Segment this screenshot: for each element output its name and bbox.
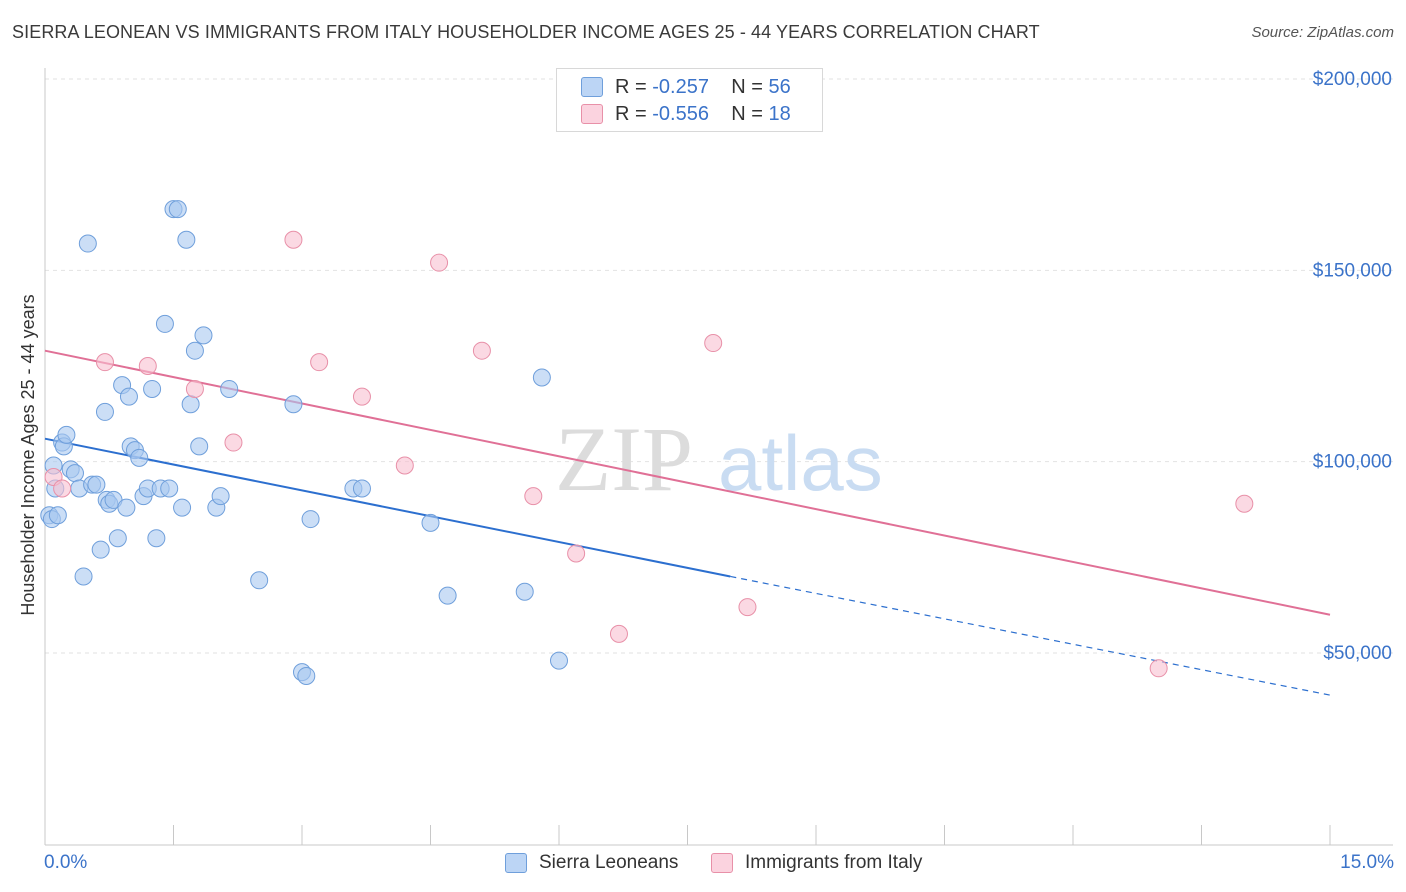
watermark-zip: ZIP	[555, 408, 693, 510]
trend-lines	[44, 349, 1331, 696]
chart-title: SIERRA LEONEAN VS IMMIGRANTS FROM ITALY …	[12, 22, 1040, 42]
data-point	[119, 387, 138, 406]
data-point	[173, 498, 192, 517]
data-point	[181, 395, 200, 414]
data-point	[53, 479, 72, 498]
trend-line-extension-0	[730, 575, 1331, 696]
data-point	[95, 402, 114, 421]
data-point	[567, 544, 586, 563]
data-point	[284, 395, 303, 414]
data-point	[108, 529, 127, 548]
data-point	[250, 571, 269, 590]
legend-label: Immigrants from Italy	[745, 852, 923, 873]
trend-line-0	[44, 437, 731, 578]
legend-swatch-pink	[711, 853, 733, 873]
data-point	[284, 230, 303, 249]
data-point	[48, 506, 67, 525]
data-point	[74, 567, 93, 586]
legend-swatch-pink	[581, 104, 603, 124]
n-label: N =	[731, 102, 769, 125]
data-point	[310, 353, 329, 372]
data-point	[738, 598, 757, 617]
data-point	[155, 314, 174, 333]
data-point	[472, 341, 491, 360]
data-point	[211, 487, 230, 506]
watermark: ZIP atlas	[555, 408, 883, 510]
data-point	[78, 234, 97, 253]
data-point	[1149, 659, 1168, 678]
data-point	[220, 379, 239, 398]
data-point	[421, 513, 440, 532]
y-tick-label: $150,000	[1313, 260, 1392, 281]
legend-swatch-blue	[581, 77, 603, 97]
data-point	[515, 582, 534, 601]
n-label: N =	[731, 75, 769, 98]
legend-label: Sierra Leoneans	[539, 852, 679, 873]
data-point	[117, 498, 136, 517]
watermark-atlas: atlas	[718, 419, 883, 507]
data-point	[352, 479, 371, 498]
y-axis-label: Householder Income Ages 25 - 44 years	[18, 294, 38, 615]
r-value: -0.257	[652, 75, 709, 98]
y-tick-labels: $50,000 $100,000 $150,000 $200,000	[1313, 69, 1392, 664]
data-point	[95, 353, 114, 372]
legend-row-italy: R = -0.556 N = 18	[581, 102, 791, 126]
data-point	[524, 487, 543, 506]
data-point	[138, 357, 157, 375]
data-point	[190, 437, 209, 456]
data-point	[438, 586, 457, 605]
data-point	[185, 341, 204, 360]
data-point	[185, 379, 204, 398]
data-point	[57, 425, 76, 444]
r-label: R =	[615, 102, 653, 125]
trend-line-1	[44, 349, 1331, 616]
data-point	[1235, 494, 1254, 513]
data-point	[168, 200, 187, 219]
bottom-legend-sierra-leoneans: Sierra Leoneans	[505, 852, 678, 874]
data-point	[609, 624, 628, 643]
data-point	[194, 326, 213, 345]
data-point	[704, 334, 723, 353]
y-tick-label: $50,000	[1323, 643, 1392, 664]
y-tick-label: $200,000	[1313, 69, 1392, 90]
data-point	[87, 475, 106, 494]
data-point	[430, 253, 449, 272]
x-min-label: 0.0%	[44, 852, 88, 873]
source-label: Source: ZipAtlas.com	[1251, 24, 1394, 41]
data-point	[177, 230, 196, 249]
data-point	[395, 456, 414, 475]
data-point	[297, 666, 316, 685]
data-point	[532, 368, 551, 387]
n-value: 18	[768, 102, 791, 125]
data-points	[40, 200, 1254, 685]
data-point	[143, 379, 162, 398]
bottom-legend-italy: Immigrants from Italy	[711, 852, 922, 874]
axes	[44, 68, 1393, 846]
data-point	[352, 387, 371, 406]
data-point	[301, 510, 320, 529]
data-point	[147, 529, 166, 548]
n-value: 56	[768, 75, 791, 98]
data-point	[224, 433, 243, 452]
x-max-label: 15.0%	[1340, 852, 1394, 873]
data-point	[130, 448, 149, 467]
data-point	[65, 464, 84, 483]
correlation-legend: R = -0.257 N = 56 R = -0.556 N = 18	[556, 68, 823, 132]
data-point	[91, 540, 110, 559]
y-tick-label: $100,000	[1313, 452, 1392, 473]
data-point	[550, 651, 568, 670]
data-point	[160, 479, 179, 498]
r-value: -0.556	[652, 102, 709, 125]
legend-row-sierra-leoneans: R = -0.257 N = 56	[581, 75, 791, 99]
grid-lines	[45, 78, 1393, 654]
r-label: R =	[615, 75, 653, 98]
legend-swatch-blue	[505, 853, 527, 873]
